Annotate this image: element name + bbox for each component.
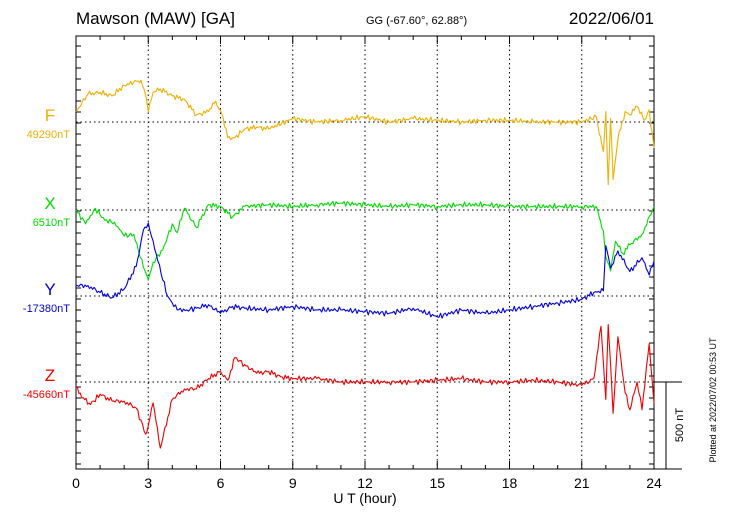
baseline-label-z: -45660nT [23, 389, 70, 401]
axis-ticks [75, 36, 655, 469]
series-name-x: X [44, 194, 55, 213]
series-line-f [75, 79, 655, 186]
x-tick-label: 9 [289, 475, 297, 491]
series-group: F 49290nT X 6510nT Y -17380nT Z -45660nT [23, 79, 655, 449]
baseline-label-x: 6510nT [33, 217, 71, 229]
plotted-note: Plotted at 2022/07/02 00:53 UT [708, 337, 718, 463]
series-name-f: F [45, 106, 55, 125]
scale-bar: 500 nT [654, 381, 686, 470]
x-tick-label: 24 [646, 475, 662, 491]
x-tick-label: 21 [574, 475, 590, 491]
series-line-x [75, 200, 655, 281]
chart-title: Mawson (MAW) [GA] [76, 9, 235, 28]
grid-lines [147, 36, 583, 469]
x-axis-label: U T (hour) [333, 490, 396, 506]
x-tick-label: 0 [72, 475, 80, 491]
series-line-y [76, 222, 655, 319]
x-tick-label: 15 [429, 475, 445, 491]
baseline-label-y: -17380nT [23, 303, 70, 315]
x-tick-label: 3 [144, 475, 152, 491]
series-line-z [75, 324, 655, 449]
x-tick-label: 12 [357, 475, 373, 491]
baseline-label-f: 49290nT [27, 129, 71, 141]
station-coordinates: GG (-67.60°, 62.88°) [366, 15, 467, 27]
scale-bar-label: 500 nT [674, 408, 686, 443]
x-tick-label: 6 [217, 475, 225, 491]
x-tick-labels: 0 3 6 9 12 15 18 21 24 [72, 475, 662, 491]
x-tick-label: 18 [502, 475, 518, 491]
series-name-z: Z [45, 366, 55, 385]
series-name-y: Y [44, 280, 55, 299]
chart-date: 2022/06/01 [569, 9, 654, 28]
